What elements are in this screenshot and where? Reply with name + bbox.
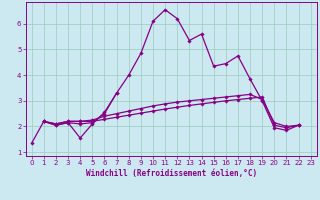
- X-axis label: Windchill (Refroidissement éolien,°C): Windchill (Refroidissement éolien,°C): [86, 169, 257, 178]
